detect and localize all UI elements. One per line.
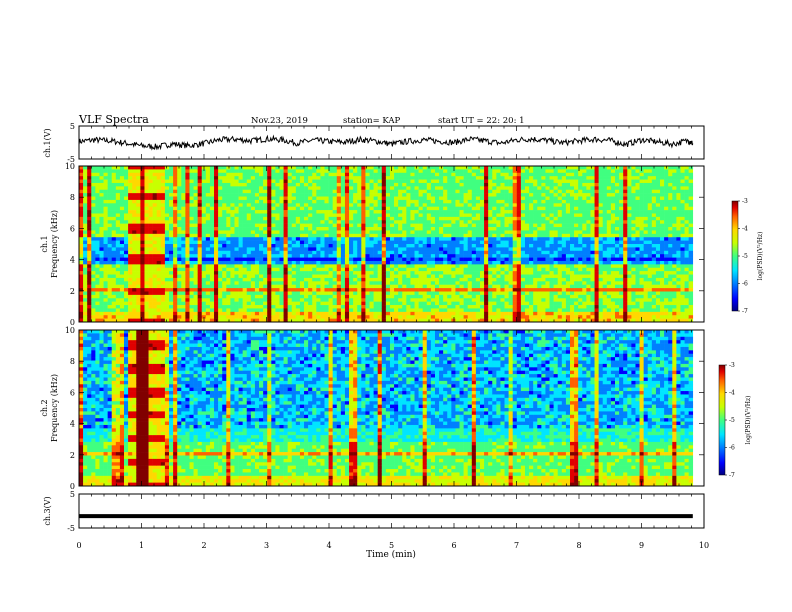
ch1-colorbar-label: log(PSD)(V²/Hz) [757,232,764,281]
colorbar-tick-label: -4 [729,390,735,397]
ch1-spectrogram-ytick-label: 2 [70,287,75,296]
x-tick-label: 9 [639,541,644,550]
colorbar-tick-label: -7 [742,308,748,315]
ch2-frequency-ylabel: Frequency (kHz) [50,374,59,442]
ch3-voltage-ylabel: ch.3(V) [43,496,52,525]
ch2-spectrogram-ytick-label: 2 [70,451,75,460]
ch2-spectrogram-ytick-label: 6 [70,388,75,397]
colorbar-tick-label: -6 [729,445,735,452]
x-tick-label: 10 [699,541,709,550]
ch1-voltage-ytick-label: -5 [67,155,75,164]
ch1-voltage-panel: ch.1(V) [43,125,705,160]
ch2-colorbar-label: log(PSD)(V²/Hz) [745,396,752,445]
ch3-voltage-ytick-label: 5 [70,490,75,499]
station-label: station= KAP [343,116,401,126]
x-tick-label: 0 [76,541,81,550]
x-tick-label: 2 [201,541,206,550]
ch1-voltage-ylabel: ch.1(V) [43,128,52,157]
date-label: Nov.23, 2019 [251,116,308,126]
ch2-spectrogram-ytick-label: 8 [70,357,75,366]
colorbar-tick-label: -5 [729,417,735,424]
colorbar-tick-label: -4 [742,226,748,233]
x-tick-label: 1 [139,541,144,550]
x-tick-label: 7 [514,541,519,550]
colorbar-tick-label: -5 [742,253,748,260]
ch2-spectrogram-ytick-label: 4 [70,420,75,429]
ch1-voltage-trace [78,134,694,151]
x-tick-label: 4 [326,541,331,550]
ch1-spectrogram-heatmap [79,166,694,323]
colorbar-tick-label: -7 [729,472,735,479]
figure-title: VLF Spectra [78,113,149,126]
ch1-spectrogram-ytick-label: 10 [65,162,75,171]
x-tick-label: 6 [451,541,456,550]
ch1-spectrogram-ytick-label: 6 [70,224,75,233]
x-tick-label: 8 [576,541,581,550]
colorbar-tick-label: -3 [729,362,735,369]
ch1-colorbar [731,200,739,312]
x-tick-label: 5 [389,541,394,550]
ch1-frequency-ylabel: Frequency (kHz) [50,210,59,278]
ch3-voltage-frame [78,493,705,529]
ch2-spectrogram-heatmap [79,330,694,487]
ch1-spectrogram-ylabel: ch.1 [40,235,49,252]
ch2-spectrogram-ytick-label: 10 [65,326,75,335]
ch1-spectrogram-ytick-label: 8 [70,193,75,202]
ch2-spectrogram-ytick-label: 0 [70,482,75,491]
ch1-voltage-ytick-label: 5 [70,122,75,131]
colorbar-tick-label: -3 [742,198,748,205]
start-time-label: start UT = 22: 20: 1 [438,116,525,126]
x-axis-label: Time (min) [366,549,416,560]
ch1-spectrogram-panel: ch.1 Frequency (kHz) log(PSD)(V²/Hz) [40,165,764,323]
ch3-voltage-panel: ch.3(V) [43,493,705,529]
ch2-colorbar [718,364,726,476]
x-tick-label: 3 [264,541,269,550]
ch2-spectrogram-panel: ch.2 Frequency (kHz) log(PSD)(V²/Hz) [40,329,752,487]
ch1-spectrogram-ytick-label: 0 [70,318,75,327]
ch1-spectrogram-ytick-label: 4 [70,256,75,265]
ch2-spectrogram-ylabel: ch.2 [40,399,49,416]
colorbar-tick-label: -6 [742,281,748,288]
ch3-voltage-ytick-label: -5 [67,524,75,533]
